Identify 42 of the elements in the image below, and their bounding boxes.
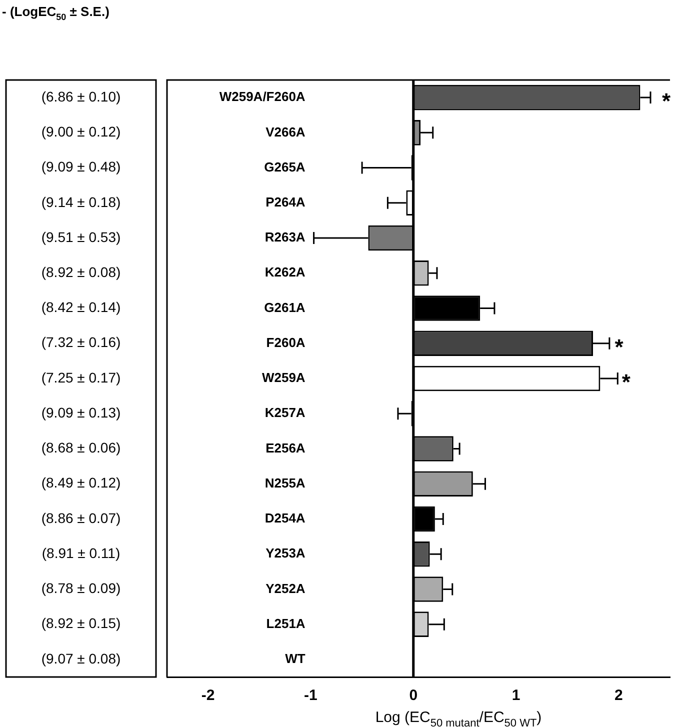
text: (9.07 ± 0.08) xyxy=(41,650,121,666)
text: (8.49 ± 0.12) xyxy=(41,474,121,491)
y-tick-label: D254A xyxy=(264,510,306,526)
y-tick-label: E256A xyxy=(266,440,306,456)
y-tick-label: W259A xyxy=(262,370,306,386)
x-tick-label: -1 xyxy=(304,687,318,704)
text: (8.42 ± 0.14) xyxy=(41,299,121,316)
y-tick-label: G265A xyxy=(264,159,306,174)
text: (8.91 ± 0.11) xyxy=(42,544,120,561)
x-tick-label: 2 xyxy=(614,687,623,704)
text: (8.68 ± 0.06) xyxy=(41,440,121,456)
y-tick-label: N255A xyxy=(264,475,306,490)
y-tick-label: K262A xyxy=(264,264,306,280)
text: (9.09 ± 0.48) xyxy=(41,158,121,175)
y-tick-label: W259A/F260A xyxy=(219,89,306,104)
text: (8.92 ± 0.08) xyxy=(41,264,121,280)
annotation: * xyxy=(622,370,631,395)
x-tick-label: -2 xyxy=(201,687,215,704)
y-tick-label: R263A xyxy=(264,230,306,245)
annotation: * xyxy=(662,88,671,114)
x-tick-label: 1 xyxy=(512,687,520,704)
y-tick-label: Y252A xyxy=(266,580,306,596)
text: (9.14 ± 0.18) xyxy=(41,194,121,210)
text: (9.51 ± 0.53) xyxy=(41,228,121,245)
x-tick-label: 0 xyxy=(409,687,418,704)
text: (9.00 ± 0.12) xyxy=(41,124,121,140)
annotation: * xyxy=(614,334,624,360)
y-tick-label: P264A xyxy=(266,194,306,210)
text: (8.92 ± 0.15) xyxy=(41,615,121,632)
text: (7.32 ± 0.16) xyxy=(41,334,121,350)
text: (8.86 ± 0.07) xyxy=(41,510,121,526)
text: (8.78 ± 0.09) xyxy=(41,580,121,596)
y-tick-label: V266A xyxy=(266,124,306,140)
y-tick-label: Y253A xyxy=(266,546,306,561)
y-tick-label: F260A xyxy=(266,334,306,350)
text: (6.86 ± 0.10) xyxy=(41,88,121,104)
y-tick-label: K257A xyxy=(264,405,306,420)
y-tick-label: G261A xyxy=(264,300,306,315)
y-tick-label: WT xyxy=(285,651,306,666)
text: (9.09 ± 0.13) xyxy=(41,404,121,420)
y-tick-label: L251A xyxy=(266,616,306,631)
text: (7.25 ± 0.17) xyxy=(41,369,121,386)
